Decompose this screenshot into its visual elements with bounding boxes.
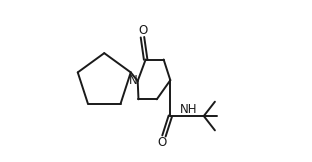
Text: O: O [158,136,167,149]
Text: O: O [139,24,148,37]
Text: N: N [129,74,137,87]
Text: NH: NH [180,103,197,116]
